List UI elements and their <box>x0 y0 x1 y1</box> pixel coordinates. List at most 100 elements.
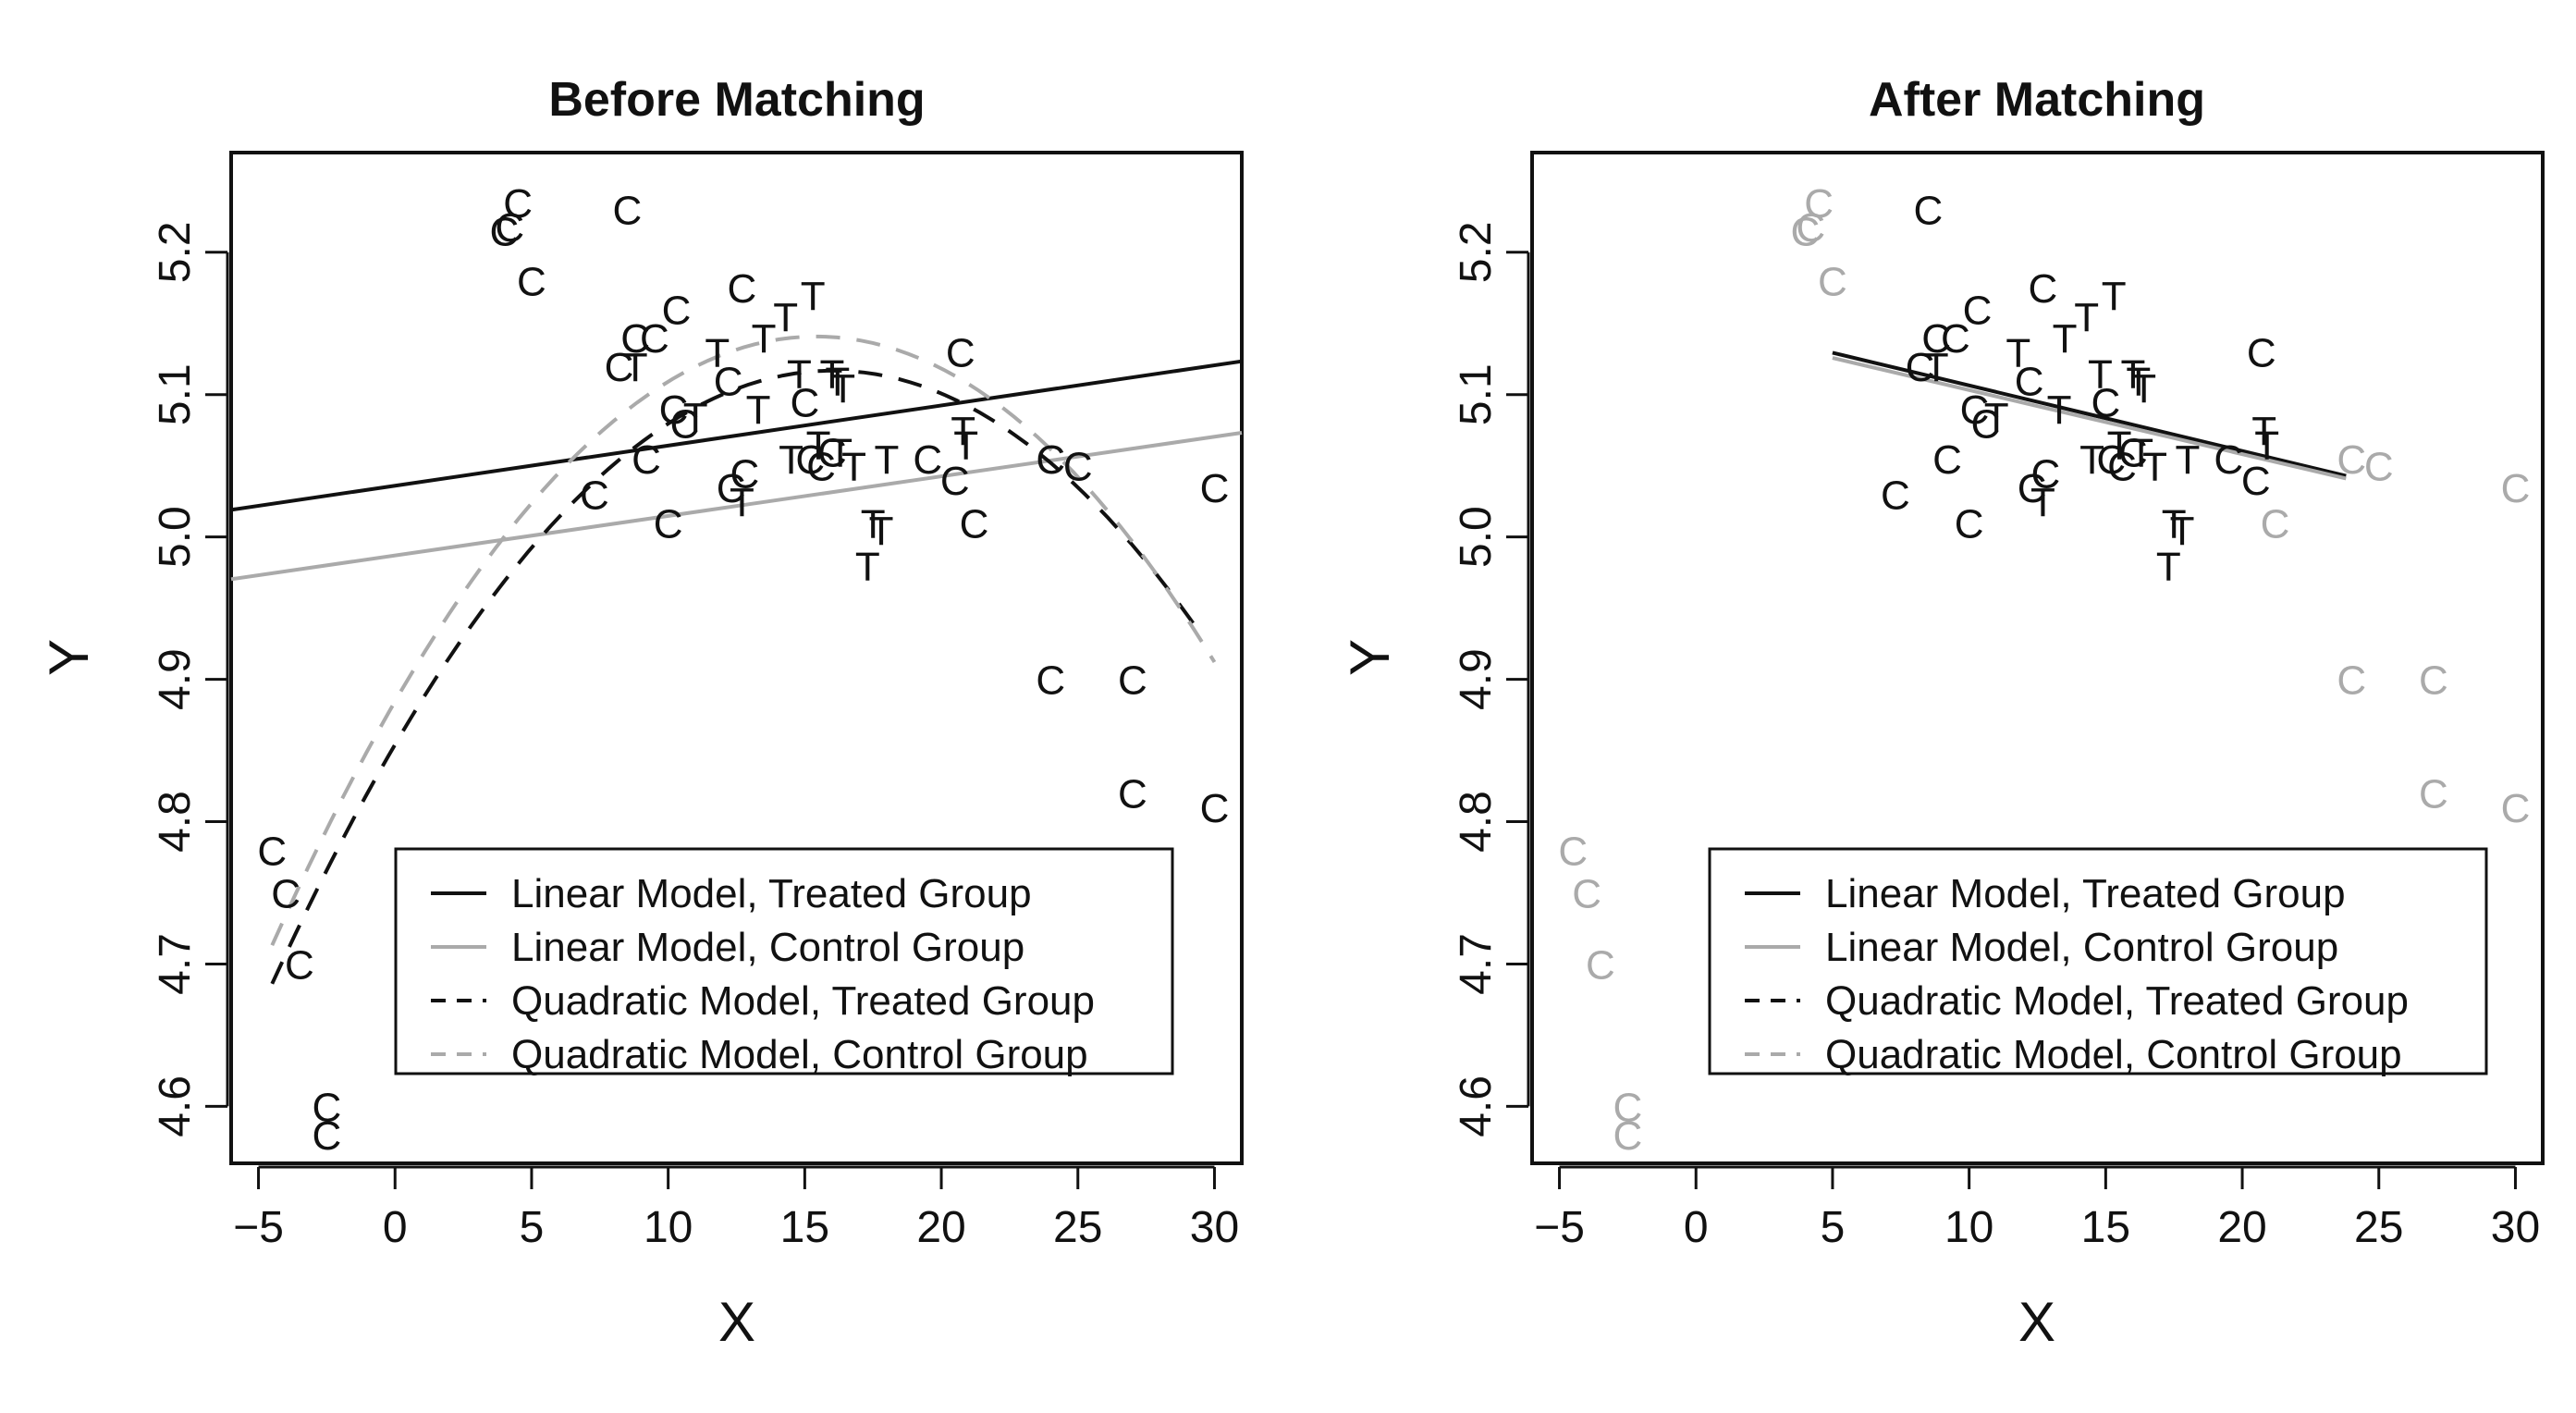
after-matching-panel: After Matching −5 0 5 10 15 20 25 30 4.64.74.84… <box>1339 73 2545 1353</box>
control-point: C <box>1063 445 1093 490</box>
x-tick-label: 25 <box>2354 1203 2403 1252</box>
control-point: C <box>1881 473 1910 518</box>
treated-point: T <box>2074 295 2099 340</box>
treated-point: T <box>773 295 798 340</box>
control-point: C <box>2501 786 2531 831</box>
control-point: C <box>790 380 819 425</box>
x-axis: −5 0 5 10 15 20 25 30 <box>1534 1165 2540 1252</box>
control-point: C <box>1818 260 1847 305</box>
x-tick-label: 5 <box>1821 1203 1846 1252</box>
control-point: C <box>2419 772 2448 817</box>
legend-label: Quadratic Model, Treated Group <box>1825 978 2409 1024</box>
treated-point: T <box>2030 480 2055 525</box>
plot-frame <box>1530 151 2545 1165</box>
treated-point: T <box>828 430 853 475</box>
control-point: C <box>2261 501 2290 547</box>
control-point: C <box>1932 437 1962 483</box>
control-point: C <box>795 437 825 483</box>
control-point: C <box>1586 942 1615 988</box>
control-point: C <box>1613 1113 1643 1159</box>
treated-point: T <box>951 409 975 454</box>
x-tick-label: 5 <box>520 1203 545 1252</box>
control-point: C <box>1941 316 1970 362</box>
control-point: C <box>1921 316 1951 362</box>
control-point: C <box>503 181 533 227</box>
treated-point: T <box>855 544 880 589</box>
x-tick-label: 10 <box>644 1203 693 1252</box>
treated-point: T <box>2251 409 2276 454</box>
control-point: C <box>2241 459 2271 504</box>
linear-fit-line <box>1832 356 2347 481</box>
x-tick-label: 25 <box>1053 1203 1102 1252</box>
y-axis-label: Y <box>1339 639 1401 676</box>
treated-point: T <box>869 509 894 554</box>
y-tick-label: 4.8 <box>151 791 200 853</box>
plot-frame <box>229 151 1244 1165</box>
control-point: C <box>1558 829 1588 874</box>
legend-label: Linear Model, Treated Group <box>511 871 1032 916</box>
control-point: C <box>1036 437 1065 483</box>
control-point: C <box>1200 786 1230 831</box>
control-point: C <box>817 430 847 475</box>
control-point: C <box>2091 380 2120 425</box>
control-point: C <box>2096 437 2126 483</box>
x-tick-label: 15 <box>2081 1203 2130 1252</box>
x-tick-label: 30 <box>2491 1203 2540 1252</box>
control-point: C <box>1970 401 2000 447</box>
y-tick-label: 5.2 <box>151 221 200 283</box>
control-point: C <box>1036 658 1065 704</box>
x-tick-label: 20 <box>2217 1203 2266 1252</box>
y-tick-label: 4.8 <box>1452 791 1501 853</box>
control-point: C <box>2029 266 2058 312</box>
legend-box <box>1708 847 2488 1075</box>
control-point: C <box>1804 181 1834 227</box>
control-point: C <box>640 316 669 362</box>
y-tick-label: 5.2 <box>1452 221 1501 283</box>
control-point: C <box>1572 872 1601 917</box>
control-point: C <box>285 942 314 988</box>
control-point: C <box>940 459 970 504</box>
control-point: C <box>1118 772 1147 817</box>
control-point: C <box>662 288 692 333</box>
treated-point: T <box>819 352 844 398</box>
y-axis: 4.6 4.7 4.8 4.9 5.0 5.1 5.2 <box>1452 221 1530 1137</box>
treated-point: T <box>2126 359 2151 404</box>
y-tick-label: 4.6 <box>151 1075 200 1137</box>
treated-point: T <box>861 501 886 547</box>
treated-point: T <box>2088 352 2113 398</box>
control-point: C <box>659 387 689 433</box>
control-point: C <box>717 466 746 511</box>
x-tick-label: 10 <box>1944 1203 1993 1252</box>
control-point: C <box>1963 288 1993 333</box>
control-point: C <box>2214 437 2243 483</box>
control-point: C <box>2018 466 2047 511</box>
treated-point: T <box>1984 395 2009 440</box>
quadratic-curve <box>270 368 1203 985</box>
model-curves <box>1832 350 2347 481</box>
treated-point: T <box>875 437 900 483</box>
treated-point: T <box>779 437 803 483</box>
x-tick-label: 0 <box>383 1203 408 1252</box>
treated-point: T <box>841 445 866 490</box>
treated-point: T <box>705 331 730 376</box>
control-point: C <box>1955 501 1984 547</box>
control-point: C <box>2337 658 2366 704</box>
control-point: C <box>669 401 699 447</box>
before-matching-panel: Before Matching −5 0 5 10 15 20 25 30 4.6 4.7 4.8… <box>38 73 1244 1353</box>
y-tick-label: 4.7 <box>151 933 200 995</box>
control-point: C <box>313 1113 342 1159</box>
legend-label: Quadratic Model, Control Group <box>1825 1032 2402 1077</box>
control-point: C <box>2118 430 2148 475</box>
control-point: C <box>2501 466 2531 511</box>
quadratic-curve <box>270 334 1217 947</box>
treated-point: T <box>2128 430 2153 475</box>
control-point: C <box>490 210 520 255</box>
control-point: C <box>714 359 743 404</box>
control-point: C <box>728 266 757 312</box>
y-tick-label: 5.0 <box>1452 506 1501 568</box>
treated-point: T <box>730 480 754 525</box>
control-point: C <box>730 451 759 497</box>
treated-point: T <box>806 424 831 469</box>
treated-point: T <box>2102 274 2127 319</box>
control-point: C <box>1913 189 1943 234</box>
